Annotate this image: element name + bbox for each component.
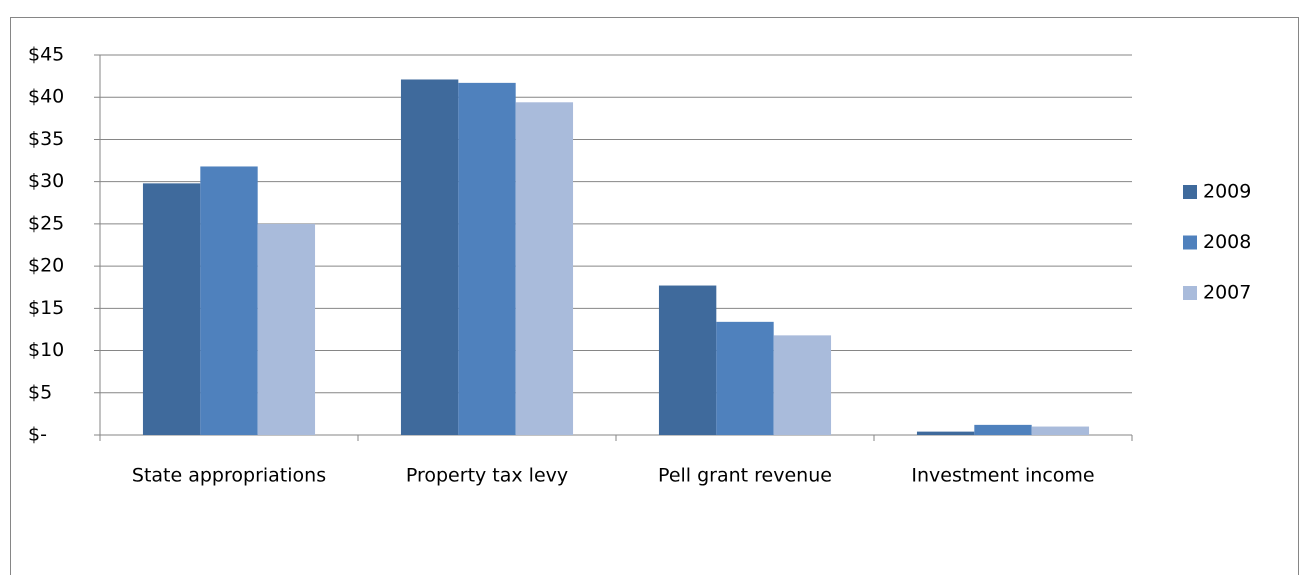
legend-label: 2009 bbox=[1203, 181, 1251, 203]
y-tick-label: $5 bbox=[28, 381, 52, 403]
bar bbox=[458, 82, 516, 435]
y-tick-label: $35 bbox=[28, 128, 64, 150]
y-tick-label: $20 bbox=[28, 255, 64, 277]
legend-label: 2008 bbox=[1203, 231, 1251, 253]
bar bbox=[974, 424, 1032, 435]
y-tick-label: $30 bbox=[28, 170, 64, 192]
bar bbox=[916, 431, 975, 435]
y-tick-label: $- bbox=[28, 424, 47, 446]
y-tick-label: $10 bbox=[28, 339, 64, 361]
bar bbox=[257, 223, 316, 435]
legend-label: 2007 bbox=[1203, 282, 1251, 304]
legend-swatch bbox=[1183, 286, 1197, 300]
x-tick-label: Property tax levy bbox=[406, 465, 568, 487]
y-tick-label: $25 bbox=[28, 212, 64, 234]
bar bbox=[400, 79, 459, 435]
bar bbox=[716, 321, 774, 435]
bar bbox=[773, 335, 832, 435]
bar bbox=[1031, 426, 1090, 435]
bar bbox=[658, 285, 717, 435]
bar bbox=[515, 102, 574, 436]
x-tick-label: State appropriations bbox=[132, 465, 326, 487]
y-tick-label: $40 bbox=[28, 86, 64, 108]
legend-swatch bbox=[1183, 185, 1197, 199]
bar bbox=[142, 183, 201, 435]
bar bbox=[200, 166, 258, 435]
legend-swatch bbox=[1183, 235, 1197, 250]
y-tick-label: $45 bbox=[28, 44, 64, 66]
x-tick-label: Investment income bbox=[911, 465, 1094, 487]
x-tick-label: Pell grant revenue bbox=[658, 465, 832, 487]
y-tick-label: $15 bbox=[28, 297, 64, 319]
